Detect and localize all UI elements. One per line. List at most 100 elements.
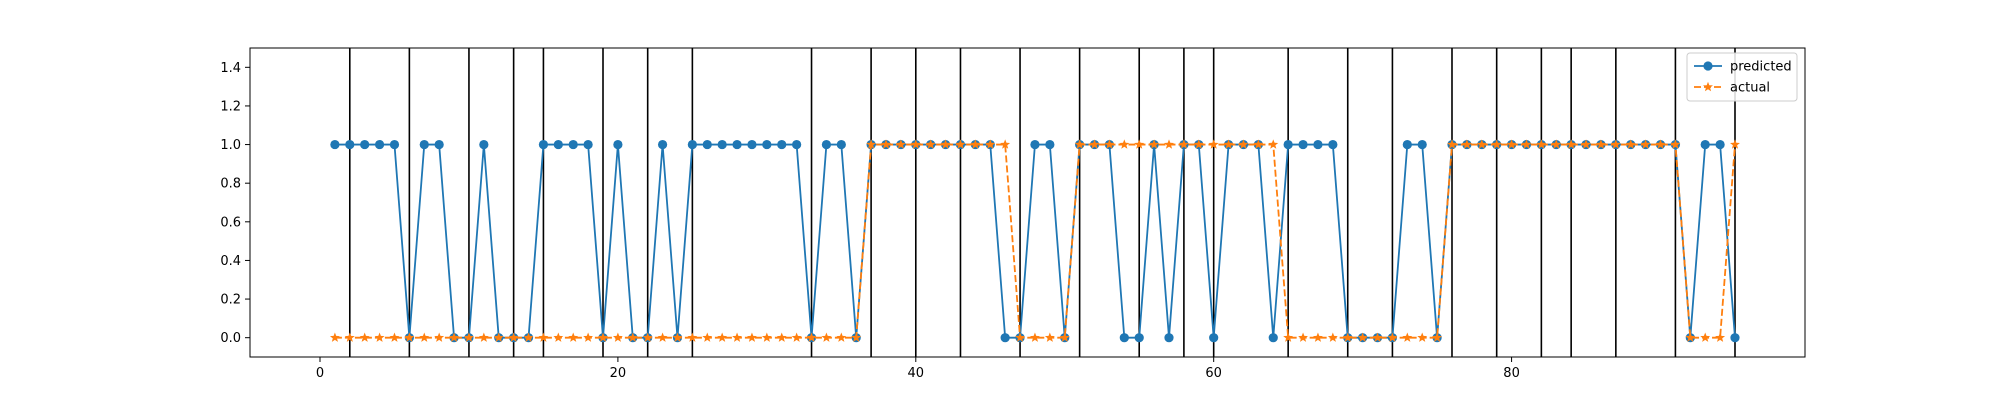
point-actual-87 (1625, 139, 1636, 149)
point-predicted-3 (374, 139, 385, 150)
point-actual-76 (1461, 139, 1472, 149)
point-actual-81 (1536, 139, 1547, 149)
point-predicted-34 (836, 139, 846, 150)
point-actual-69 (1357, 332, 1368, 342)
point-actual-42 (955, 139, 966, 149)
point-actual-15 (553, 332, 564, 342)
axes: 0 20 40 60 80 0.0 0.2 0.4 0.6 0.8 1.0 1.2 1.4 (220, 47, 1806, 381)
point-actual-93 (1715, 332, 1726, 342)
point-predicted-65 (1298, 139, 1308, 150)
point-predicted-48 (1045, 139, 1055, 150)
point-predicted-7 (434, 139, 444, 150)
point-predicted-67 (1328, 139, 1338, 150)
point-actual-60 (1223, 139, 1234, 149)
point-predicted-24 (687, 139, 697, 150)
point-predicted-4 (389, 139, 400, 150)
point-predicted-33 (821, 139, 832, 150)
point-actual-10 (478, 332, 489, 342)
point-actual-23 (672, 332, 683, 342)
point-actual-20 (627, 332, 638, 342)
point-predicted-16 (568, 139, 578, 150)
point-predicted-14 (538, 139, 549, 150)
y-tick-label-4: 0.8 (220, 177, 241, 192)
x-tick-label-1: 20 (610, 366, 627, 381)
point-actual-79 (1506, 139, 1517, 149)
point-actual-0 (329, 332, 340, 342)
point-actual-35 (851, 332, 862, 342)
point-actual-56 (1164, 139, 1174, 149)
point-actual-50 (1074, 139, 1085, 149)
point-actual-48 (1044, 332, 1055, 342)
point-predicted-10 (479, 139, 489, 150)
point-actual-18 (598, 332, 608, 342)
point-predicted-0 (330, 139, 340, 150)
point-actual-64 (1283, 332, 1294, 342)
point-actual-34 (836, 332, 847, 342)
point-actual-53 (1119, 139, 1130, 149)
point-actual-13 (523, 332, 534, 342)
point-actual-75 (1447, 139, 1457, 149)
x-tick-label-2: 40 (908, 366, 925, 381)
point-actual-17 (583, 332, 594, 342)
point-actual-68 (1342, 332, 1353, 342)
point-actual-2 (359, 332, 370, 342)
point-actual-8 (449, 332, 459, 342)
point-actual-11 (493, 332, 504, 342)
point-actual-27 (732, 332, 742, 342)
point-actual-32 (806, 332, 817, 342)
point-actual-80 (1521, 139, 1532, 149)
legend-box (1686, 52, 1798, 102)
point-predicted-26 (717, 139, 727, 150)
point-actual-37 (881, 139, 891, 149)
point-actual-82 (1551, 139, 1562, 149)
y-tick-label-5: 1.0 (220, 138, 241, 153)
point-actual-73 (1417, 332, 1428, 342)
point-predicted-93 (1715, 139, 1725, 150)
legend-marker-predicted (1703, 61, 1713, 71)
point-predicted-25 (702, 139, 712, 150)
point-actual-24 (687, 332, 698, 342)
point-actual-67 (1327, 332, 1338, 342)
point-actual-45 (1000, 139, 1011, 149)
legend: predicted actual (1686, 52, 1798, 102)
point-actual-89 (1655, 139, 1666, 149)
y-tick-label-1: 0.2 (220, 293, 241, 308)
point-actual-36 (866, 139, 877, 149)
legend-marker-actual (1703, 81, 1713, 92)
point-predicted-17 (583, 139, 593, 150)
point-actual-59 (1208, 139, 1219, 149)
point-predicted-22 (657, 139, 668, 150)
legend-label-actual: actual (1730, 81, 1770, 96)
point-actual-30 (776, 332, 787, 342)
point-predicted-66 (1313, 139, 1323, 150)
point-actual-62 (1253, 139, 1264, 149)
y-tick-label-3: 0.6 (220, 215, 241, 230)
point-actual-83 (1566, 139, 1577, 149)
point-predicted-31 (792, 139, 802, 150)
y-tick-label-2: 0.4 (220, 254, 241, 269)
x-tick-label-3: 60 (1205, 366, 1222, 381)
point-actual-6 (419, 332, 430, 342)
point-actual-91 (1685, 332, 1696, 342)
point-actual-28 (747, 332, 757, 342)
point-predicted-45 (1000, 333, 1010, 343)
point-actual-94 (1730, 139, 1740, 149)
point-actual-9 (464, 332, 474, 342)
point-actual-84 (1581, 139, 1591, 149)
point-predicted-30 (777, 139, 787, 150)
point-actual-52 (1104, 139, 1115, 149)
series-line-actual (334, 143, 1736, 339)
point-predicted-59 (1209, 333, 1219, 343)
point-actual-58 (1193, 139, 1204, 149)
point-actual-16 (568, 332, 579, 342)
point-predicted-54 (1134, 333, 1144, 343)
point-actual-61 (1238, 139, 1249, 149)
point-predicted-53 (1119, 333, 1129, 343)
point-actual-86 (1610, 139, 1621, 149)
point-predicted-94 (1730, 333, 1740, 343)
x-tick-label-0: 0 (316, 366, 324, 381)
point-actual-54 (1134, 139, 1145, 149)
point-actual-43 (970, 139, 981, 149)
point-actual-47 (1030, 332, 1040, 342)
point-predicted-1 (345, 139, 355, 150)
